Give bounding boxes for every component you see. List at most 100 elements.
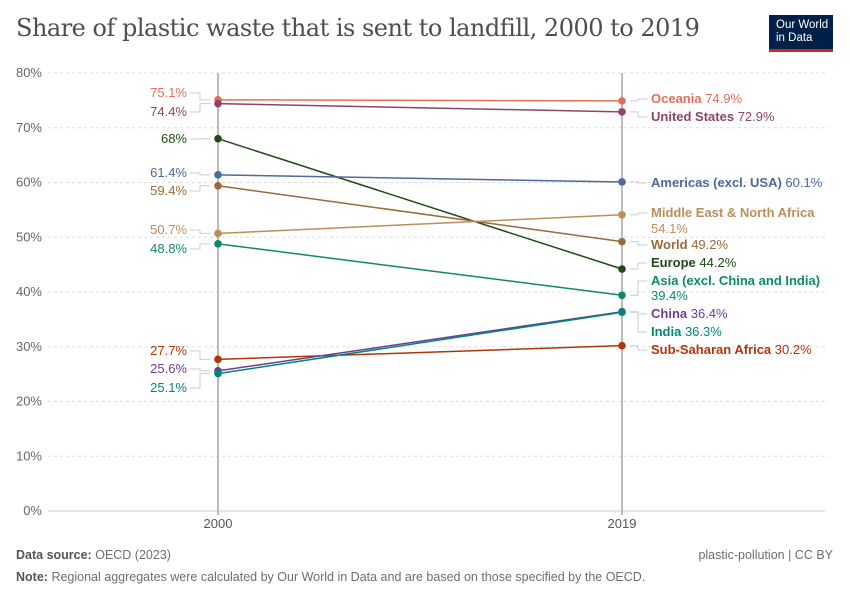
series-line — [217, 243, 623, 297]
owid-logo[interactable]: Our World in Data — [769, 15, 833, 52]
end-value-label: 74.9% — [702, 91, 743, 106]
y-tick-label: 80% — [16, 65, 42, 80]
data-point — [618, 341, 626, 350]
series-line — [217, 310, 623, 372]
series-name: Americas (excl. USA) — [651, 175, 782, 190]
start-value-label: 59.4% — [150, 183, 187, 198]
data-point — [618, 265, 626, 273]
logo-line1: Our World — [776, 19, 829, 31]
data-point — [214, 229, 222, 238]
end-value-label: 39.4% — [651, 288, 688, 303]
series-line — [217, 99, 623, 102]
end-label: Asia (excl. China and India) — [651, 273, 820, 288]
data-point — [214, 181, 222, 190]
label-connector — [190, 243, 210, 250]
series-line — [217, 102, 623, 113]
label-connector — [190, 373, 210, 389]
end-value-label: 54.1% — [651, 221, 688, 236]
label-connector — [630, 98, 647, 102]
start-value-label: 75.1% — [150, 85, 187, 100]
label-connector — [630, 111, 647, 118]
end-label: United States 72.9% — [651, 109, 775, 124]
label-connector — [630, 280, 647, 296]
series-name: United States — [651, 109, 734, 124]
start-value-label: 68% — [161, 131, 187, 146]
label-connector — [190, 172, 210, 176]
y-tick-label: 70% — [16, 120, 42, 135]
data-point — [618, 178, 626, 186]
data-point — [618, 308, 626, 317]
series-line — [217, 137, 623, 270]
series-line — [217, 214, 623, 235]
data-point — [618, 291, 626, 300]
start-value-label: 61.4% — [150, 165, 187, 180]
label-connector — [190, 350, 210, 360]
series-name: Oceania — [651, 91, 702, 106]
series-line — [217, 344, 623, 361]
y-tick-label: 30% — [16, 339, 42, 354]
data-point — [618, 97, 626, 105]
label-connector — [630, 241, 647, 246]
label-connector — [630, 345, 647, 351]
label-connector — [190, 185, 210, 192]
chart-title: Share of plastic waste that is sent to l… — [16, 14, 700, 42]
series-name: Sub-Saharan Africa — [651, 342, 772, 357]
data-point — [618, 237, 626, 246]
end-value-label: 49.2% — [688, 237, 729, 252]
data-point — [214, 240, 222, 248]
end-label: Oceania 74.9% — [651, 91, 743, 106]
data-point — [214, 369, 222, 378]
y-tick-label: 20% — [16, 394, 42, 409]
end-label: China 36.4% — [651, 306, 728, 321]
end-value-label: 44.2% — [696, 255, 737, 270]
x-tick-label: 2000 — [204, 516, 233, 531]
start-value-label: 27.7% — [150, 343, 187, 358]
end-value-label: 36.4% — [687, 306, 728, 321]
license-link[interactable]: plastic-pollution | CC BY — [698, 548, 833, 562]
end-value-label: 72.9% — [734, 109, 775, 124]
series-name: China — [651, 306, 688, 321]
y-tick-label: 10% — [16, 448, 42, 463]
label-connector — [630, 262, 647, 270]
start-value-label: 74.4% — [150, 104, 187, 119]
series-line — [217, 311, 623, 375]
slope-chart: 0% 10% 20% 30% 40% 50% 60% 70% 80% 2000 2019 75.1% O… — [16, 65, 825, 531]
data-point — [618, 211, 626, 219]
label-connector — [190, 368, 210, 372]
series-name: Middle East & North Africa — [651, 205, 815, 220]
end-value-label: 36.3% — [681, 324, 722, 339]
data-point — [214, 355, 222, 364]
start-value-label: 25.1% — [150, 380, 187, 395]
logo-line2: in Data — [776, 32, 813, 44]
series-line — [217, 185, 623, 243]
end-label: Sub-Saharan Africa 30.2% — [651, 342, 812, 357]
y-tick-label: 40% — [16, 284, 42, 299]
label-connector — [630, 212, 647, 216]
label-connector — [630, 181, 647, 184]
end-value-label: 30.2% — [771, 342, 812, 357]
end-value-label: 60.1% — [782, 175, 823, 190]
end-label: Europe 44.2% — [651, 255, 737, 270]
x-tick-label: 2019 — [608, 516, 637, 531]
data-point — [214, 171, 222, 179]
series-name: World — [651, 237, 688, 252]
data-source: Data source: OECD (2023) — [16, 548, 171, 562]
y-tick-label: 0% — [23, 503, 42, 518]
y-tick-label: 50% — [16, 229, 42, 244]
label-connector — [630, 311, 647, 333]
start-value-label: 48.8% — [150, 241, 187, 256]
note: Note: Regional aggregates were calculate… — [16, 570, 646, 584]
label-connector — [190, 229, 210, 234]
series-name: India — [651, 324, 682, 339]
end-label: Middle East & North Africa — [651, 205, 815, 220]
series-name: Europe — [651, 255, 696, 270]
start-value-label: 50.7% — [150, 222, 187, 237]
end-label: India 36.3% — [651, 324, 722, 339]
series-line — [217, 174, 623, 183]
data-point — [214, 99, 222, 108]
data-point — [618, 108, 626, 116]
series-name: Asia (excl. China and India) — [651, 273, 820, 288]
end-label: World 49.2% — [651, 237, 729, 252]
end-label: Americas (excl. USA) 60.1% — [651, 175, 823, 190]
start-value-label: 25.6% — [150, 361, 187, 376]
